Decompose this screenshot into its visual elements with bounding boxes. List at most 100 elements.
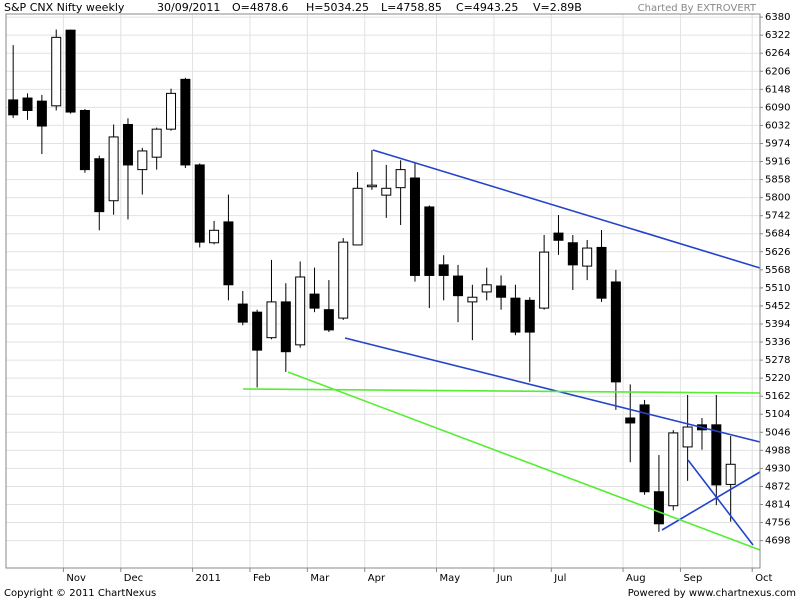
candle-body — [65, 29, 76, 113]
candle-body — [467, 296, 478, 303]
candle-body — [166, 92, 177, 130]
footer-left: Copyright © 2011 ChartNexus — [4, 588, 156, 599]
candle-body — [280, 301, 291, 353]
y-tick-label: 4814 — [765, 500, 790, 511]
candle-body — [653, 491, 664, 525]
candle-body — [453, 275, 464, 297]
y-tick-label: 6148 — [765, 84, 790, 95]
x-tick-label: Aug — [626, 573, 646, 584]
y-tick-label: 5684 — [765, 229, 790, 240]
y-tick-label: 5742 — [765, 211, 790, 222]
candle-body — [567, 242, 578, 266]
candles — [8, 29, 736, 532]
candle-body — [725, 463, 736, 485]
x-tick-label: May — [440, 573, 461, 584]
candle-body — [137, 150, 148, 171]
trend-line — [372, 149, 761, 269]
candle-body — [424, 206, 435, 276]
trend-line — [344, 337, 761, 443]
candle-body — [481, 284, 492, 293]
y-tick-label: 6206 — [765, 66, 790, 77]
y-tick-label: 5394 — [765, 319, 790, 330]
y-tick-label: 4930 — [765, 463, 790, 474]
candle-body — [223, 221, 234, 286]
y-tick-label: 5162 — [765, 391, 790, 402]
candle-body — [194, 164, 205, 243]
candle-body — [553, 232, 564, 241]
candle-body — [668, 432, 679, 507]
trend-line — [242, 388, 761, 394]
x-tick-label: Feb — [253, 573, 271, 584]
candle-body — [682, 426, 693, 448]
credit: Charted By EXTROVERT — [638, 3, 757, 14]
plot-border — [5, 13, 761, 569]
candle-body — [625, 417, 636, 424]
candle-body — [639, 404, 650, 493]
y-tick-label: 5510 — [765, 283, 790, 294]
y-tick-label: 6322 — [765, 30, 790, 41]
footer-right: Powered by www.chartnexus.com — [628, 588, 796, 599]
y-tick-label: 6264 — [765, 48, 790, 59]
candle-body — [338, 241, 349, 319]
candle-body — [711, 424, 722, 486]
candle-body — [36, 100, 47, 127]
x-tick-label: Oct — [755, 573, 772, 584]
candle-body — [266, 301, 277, 339]
trend-line — [687, 459, 754, 546]
y-tick-label: 5220 — [765, 373, 790, 384]
chart-title: S&P CNX Nifty weekly — [4, 1, 125, 14]
x-tick-label: Dec — [124, 573, 143, 584]
y-tick-label: 4698 — [765, 536, 790, 547]
y-tick-label: 5974 — [765, 138, 790, 149]
trend-lines — [242, 149, 761, 551]
header-info: L=4758.85 — [381, 1, 442, 14]
y-tick-label: 6090 — [765, 102, 790, 113]
y-tick-label: 5568 — [765, 265, 790, 276]
header-info: V=2.89B — [533, 1, 582, 14]
x-tick-label: Jun — [496, 573, 513, 584]
x-tick-label: Sep — [683, 573, 702, 584]
y-tick-label: 5278 — [765, 355, 790, 366]
y-tick-label: 4988 — [765, 445, 790, 456]
y-tick-label: 5800 — [765, 193, 790, 204]
y-tick-label: 5046 — [765, 427, 790, 438]
candle-body — [596, 246, 607, 299]
candle-body — [108, 136, 119, 202]
candle-body — [295, 276, 306, 346]
x-tick-label: Mar — [310, 573, 330, 584]
candle-body — [237, 303, 248, 323]
candle-body — [151, 128, 162, 158]
y-tick-label: 5858 — [765, 175, 790, 186]
candle-body — [610, 281, 621, 383]
y-tick-label: 5916 — [765, 157, 790, 168]
candle-body — [539, 251, 550, 309]
header-info: H=5034.25 — [306, 1, 369, 14]
candle-body — [395, 169, 406, 189]
candle-body — [352, 187, 363, 246]
y-tick-label: 6380 — [765, 12, 790, 23]
y-tick-label: 5626 — [765, 247, 790, 258]
y-tick-label: 5336 — [765, 337, 790, 348]
candle-body — [582, 247, 593, 267]
candle-body — [22, 97, 33, 111]
candle-body — [510, 297, 521, 333]
x-tick-label: 2011 — [196, 573, 221, 584]
x-tick-label: Jul — [553, 573, 566, 584]
candle-body — [180, 78, 191, 166]
x-tick-label: Nov — [66, 573, 86, 584]
candle-body — [8, 99, 19, 116]
x-tick-label: Apr — [368, 573, 386, 584]
y-tick-label: 4756 — [765, 518, 790, 529]
y-tick-label: 5104 — [765, 409, 790, 420]
candle-body — [381, 187, 392, 196]
header-info: O=4878.6 — [232, 1, 288, 14]
candle-body — [323, 309, 334, 331]
candle-body — [409, 177, 420, 276]
candle-body — [122, 123, 133, 166]
header-info: 30/09/2011 — [157, 1, 220, 14]
candle-body — [438, 264, 449, 276]
candle-body — [496, 285, 507, 298]
grid — [6, 14, 763, 572]
candle-body — [51, 36, 62, 107]
